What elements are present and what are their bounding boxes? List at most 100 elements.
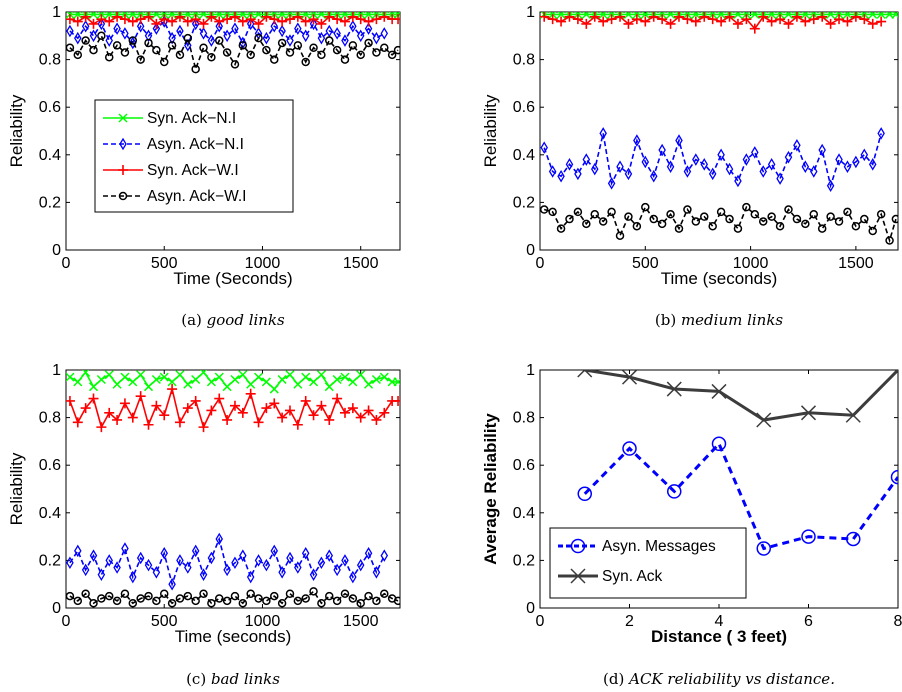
data-point — [198, 12, 209, 19]
data-point — [168, 31, 176, 45]
data-point — [548, 207, 557, 217]
data-point — [245, 388, 256, 399]
x-tick-label: 500 — [151, 613, 178, 630]
data-point — [640, 16, 651, 27]
data-point — [237, 16, 248, 27]
data-point — [112, 414, 123, 425]
data-point — [81, 589, 90, 598]
data-point — [332, 14, 343, 25]
data-point — [120, 372, 130, 382]
data-point — [167, 12, 177, 19]
data-point — [380, 43, 389, 52]
data-point — [868, 12, 878, 19]
y-tick-label: 0.8 — [513, 52, 535, 69]
data-point — [325, 549, 334, 562]
data-point — [222, 48, 232, 57]
data-point — [112, 379, 122, 389]
data-point — [231, 22, 239, 35]
data-point — [792, 214, 802, 224]
panel-caption: (c) bad links — [186, 670, 280, 688]
data-point — [262, 31, 271, 45]
data-point — [231, 556, 239, 570]
chart-panel-c: 0 500 1000 1500 0 0.2 0.4 0.6 0.8 1 Time (seconds)… — [7, 362, 401, 688]
data-point — [589, 12, 600, 22]
data-point — [572, 14, 583, 25]
series-Asyn. Ack−N.I — [66, 15, 389, 52]
data-point — [215, 532, 224, 546]
data-point — [136, 370, 146, 380]
x-tick-label: 1500 — [343, 255, 379, 272]
data-point — [214, 372, 224, 382]
data-point — [113, 561, 121, 574]
data-point — [891, 12, 898, 19]
legend-swatch-marker — [119, 137, 127, 151]
data-point — [96, 14, 107, 25]
data-point — [285, 370, 295, 380]
data-point — [624, 212, 633, 221]
data-point — [340, 55, 350, 64]
data-point — [222, 14, 233, 25]
data-point — [183, 591, 193, 601]
data-point — [349, 570, 357, 584]
data-point — [300, 395, 311, 406]
data-point — [826, 212, 835, 221]
data-point — [767, 212, 776, 221]
plot-frame — [539, 11, 899, 251]
data-point — [121, 27, 129, 40]
data-point — [325, 591, 334, 601]
y-tick-label: 0 — [52, 600, 61, 617]
data-point — [184, 561, 192, 574]
data-point — [783, 12, 794, 19]
data-point — [658, 143, 666, 157]
data-point — [230, 591, 240, 601]
panel-caption: (a) good links — [181, 311, 285, 329]
data-point — [607, 177, 616, 190]
data-point — [199, 568, 208, 581]
data-point — [868, 226, 877, 236]
y-axis-label: Reliability — [7, 452, 26, 525]
data-point — [581, 18, 592, 29]
data-point — [707, 14, 718, 25]
data-point — [277, 598, 287, 608]
data-point — [144, 29, 153, 43]
data-point — [810, 165, 818, 178]
data-point — [371, 14, 382, 25]
data-point — [800, 16, 811, 27]
data-point — [598, 217, 608, 226]
data-point — [167, 598, 177, 608]
data-point — [230, 374, 240, 385]
data-point — [666, 12, 676, 19]
data-point — [152, 596, 161, 606]
series-Syn. Ack−W.I — [66, 12, 400, 29]
data-point — [741, 14, 752, 25]
data-point — [835, 153, 843, 166]
x-tick-label: 1500 — [343, 613, 379, 630]
data-point — [749, 23, 760, 34]
data-point — [270, 55, 279, 64]
data-point — [356, 370, 366, 380]
data-point — [246, 50, 255, 60]
data-point — [364, 546, 373, 560]
data-point — [877, 127, 885, 140]
data-point — [269, 384, 279, 394]
data-point — [348, 41, 358, 50]
data-point — [223, 563, 231, 577]
data-point — [246, 570, 255, 584]
data-point — [565, 158, 574, 171]
data-point — [309, 43, 318, 52]
data-point — [683, 165, 692, 178]
data-point — [191, 544, 200, 558]
data-point — [262, 45, 271, 55]
data-point — [557, 169, 565, 183]
y-tick-label: 1 — [526, 4, 535, 21]
data-point — [876, 16, 887, 27]
data-point — [751, 146, 759, 159]
x-tick-label: 1000 — [733, 255, 769, 272]
data-point — [223, 29, 231, 43]
data-point — [348, 377, 358, 387]
data-point — [825, 18, 836, 29]
data-point — [129, 36, 137, 50]
data-point — [387, 50, 397, 60]
data-point — [868, 158, 877, 171]
data-point — [750, 210, 760, 219]
